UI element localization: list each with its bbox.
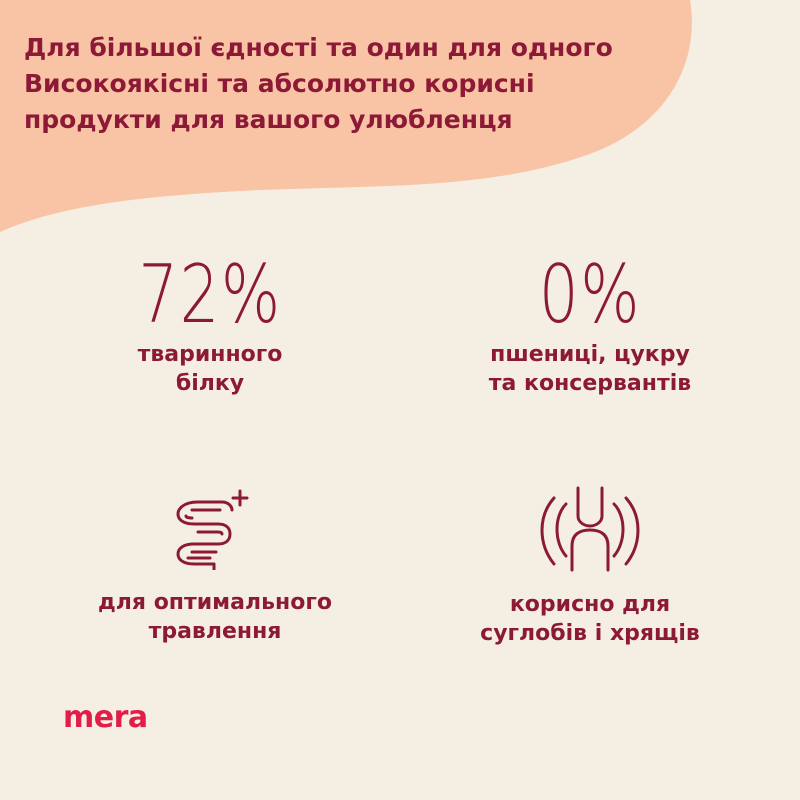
- joint-icon: [540, 486, 640, 572]
- caption-line: суглобів і хрящів: [480, 621, 700, 646]
- caption-line: пшениці, цукру: [490, 342, 690, 367]
- caption-line: для оптимального: [98, 590, 332, 615]
- stat-wheat-value: 0%: [538, 248, 642, 341]
- stat-protein-value: 72%: [138, 248, 282, 341]
- stat-protein-caption: тваринного білку: [50, 340, 370, 398]
- header-background-shape: [0, 0, 692, 232]
- headline-line-3: продукти для вашого улюбленця: [24, 105, 513, 134]
- feature-joints-caption: корисно для суглобів і хрящів: [430, 590, 750, 648]
- headline-line-2: Високоякісні та абсолютно корисні: [24, 69, 535, 98]
- stat-protein: 72% тваринного білку: [50, 250, 370, 398]
- caption-line: білку: [175, 371, 245, 396]
- intestine-plus-icon: [176, 489, 249, 570]
- brand-logo: mera: [63, 700, 148, 735]
- feature-digestion: для оптимального травлення: [55, 488, 375, 646]
- feature-joints: корисно для суглобів і хрящів: [430, 486, 750, 648]
- stat-wheat-caption: пшениці, цукру та консервантів: [430, 340, 750, 398]
- stat-wheat: 0% пшениці, цукру та консервантів: [430, 250, 750, 398]
- caption-line: травлення: [148, 619, 282, 644]
- caption-line: корисно для: [509, 592, 671, 617]
- feature-digestion-caption: для оптимального травлення: [55, 588, 375, 646]
- caption-line: тваринного: [137, 342, 283, 367]
- caption-line: та консервантів: [488, 371, 692, 396]
- headline-line-1: Для більшої єдності та один для одного: [24, 33, 613, 62]
- headline: Для більшої єдності та один для одного В…: [24, 30, 724, 138]
